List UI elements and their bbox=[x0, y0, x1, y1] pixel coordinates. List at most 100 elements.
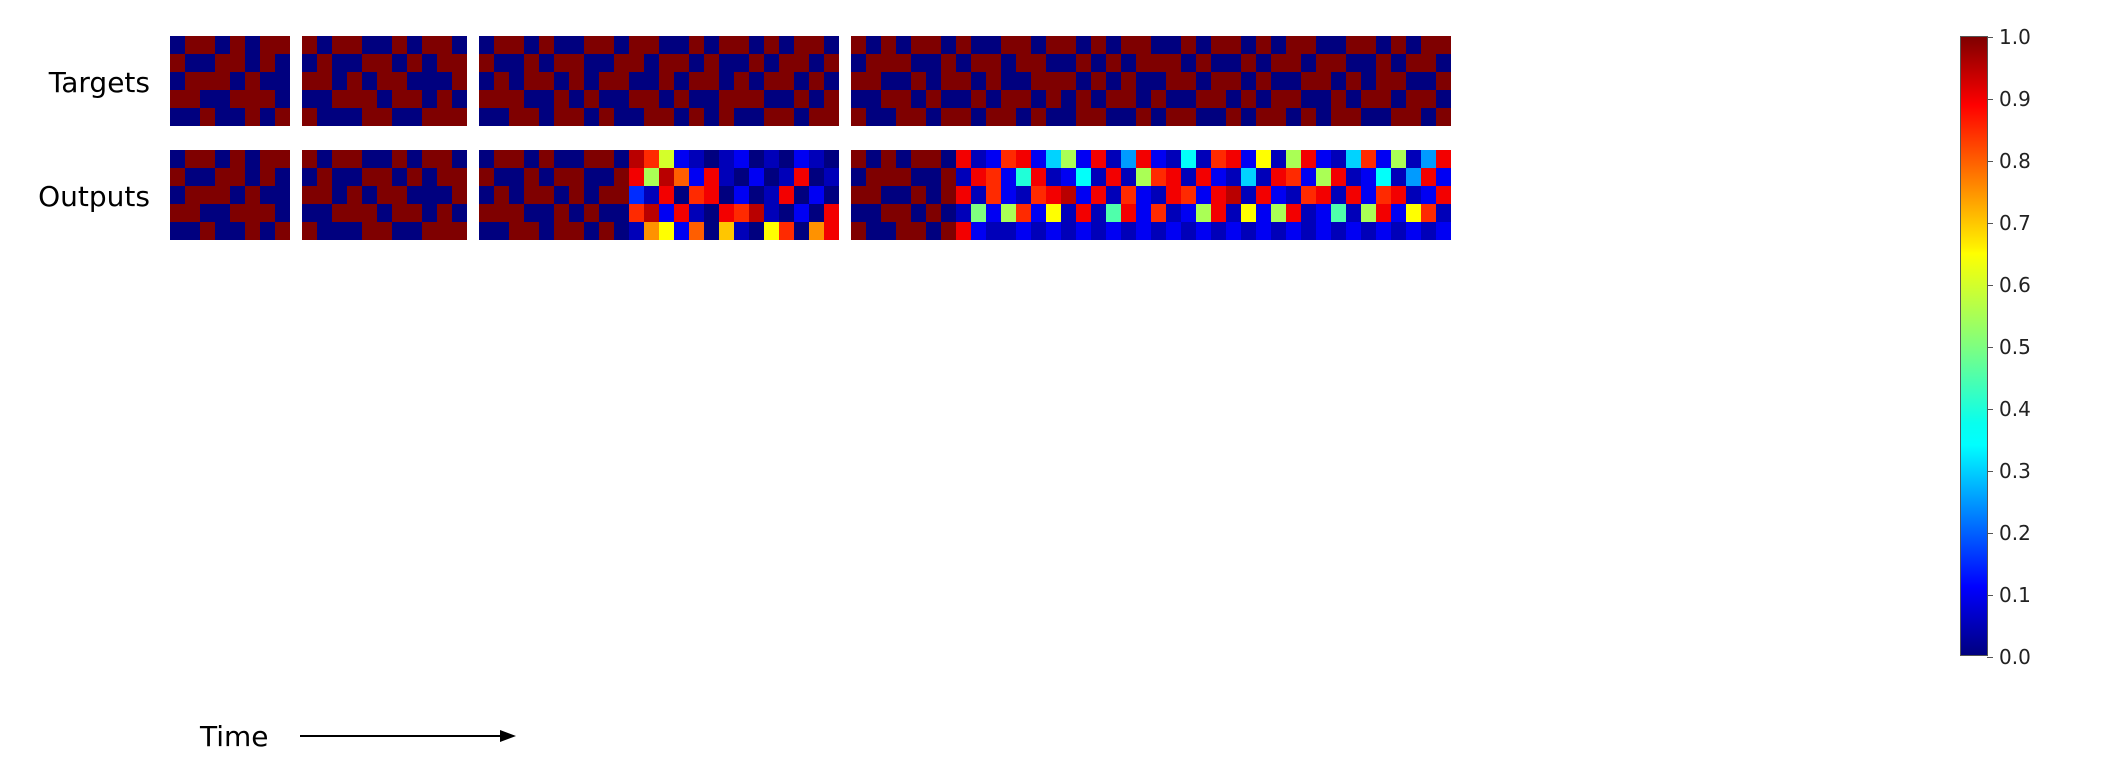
heatmap-cell bbox=[1136, 150, 1151, 168]
heatmap-cell bbox=[422, 186, 437, 204]
heatmap-cell bbox=[1001, 186, 1016, 204]
heatmap-cell bbox=[1046, 54, 1061, 72]
heatmap-cell bbox=[986, 90, 1001, 108]
heatmap-cell bbox=[200, 72, 215, 90]
heatmap-cell bbox=[317, 36, 332, 54]
heatmap-cell bbox=[749, 54, 764, 72]
heatmap-cell bbox=[941, 150, 956, 168]
heatmap-cell bbox=[494, 204, 509, 222]
heatmap-cell bbox=[1001, 204, 1016, 222]
heatmap-cell bbox=[734, 108, 749, 126]
heatmap-cell bbox=[1016, 168, 1031, 186]
heatmap-cell bbox=[437, 168, 452, 186]
heatmap-cell bbox=[275, 186, 290, 204]
heatmap-cell bbox=[971, 204, 986, 222]
heatmap-cell bbox=[809, 150, 824, 168]
heatmap-cell bbox=[275, 54, 290, 72]
heatmap-cell bbox=[749, 36, 764, 54]
heatmap-cell bbox=[1241, 168, 1256, 186]
heatmap-panel bbox=[170, 36, 290, 126]
heatmap-cell bbox=[926, 36, 941, 54]
heatmap-cell bbox=[779, 54, 794, 72]
colorbar-tick-label: 1.0 bbox=[1999, 25, 2031, 49]
heatmap-cell bbox=[1226, 108, 1241, 126]
heatmap-cell bbox=[986, 204, 1001, 222]
heatmap-cell bbox=[245, 168, 260, 186]
heatmap-cell bbox=[392, 90, 407, 108]
heatmap-cell bbox=[1346, 36, 1361, 54]
heatmap-cell bbox=[986, 36, 1001, 54]
heatmap-cell bbox=[1031, 36, 1046, 54]
heatmap-cell bbox=[1271, 150, 1286, 168]
heatmap-cell bbox=[302, 72, 317, 90]
heatmap-cell bbox=[479, 168, 494, 186]
heatmap-cell bbox=[659, 186, 674, 204]
heatmap-cell bbox=[704, 36, 719, 54]
colorbar-tick-label: 0.5 bbox=[1999, 335, 2031, 359]
heatmap-cell bbox=[1316, 222, 1331, 240]
heatmap-cell bbox=[347, 108, 362, 126]
heatmap-cell bbox=[1391, 204, 1406, 222]
heatmap-cell bbox=[392, 108, 407, 126]
heatmap-cell bbox=[1061, 36, 1076, 54]
heatmap-cell bbox=[362, 168, 377, 186]
heatmap-cell bbox=[614, 36, 629, 54]
heatmap-cell bbox=[1256, 108, 1271, 126]
heatmap-cell bbox=[1046, 204, 1061, 222]
heatmap-cell bbox=[704, 90, 719, 108]
heatmap-cell bbox=[260, 204, 275, 222]
heatmap-cell bbox=[347, 150, 362, 168]
heatmap-cell bbox=[377, 72, 392, 90]
heatmap-cell bbox=[1196, 36, 1211, 54]
heatmap-cell bbox=[824, 90, 839, 108]
heatmap-cell bbox=[704, 150, 719, 168]
heatmap-cell bbox=[422, 108, 437, 126]
heatmap-cell bbox=[584, 90, 599, 108]
heatmap-cell bbox=[524, 168, 539, 186]
heatmap-cell bbox=[956, 186, 971, 204]
heatmap-cell bbox=[1256, 222, 1271, 240]
heatmap-cell bbox=[317, 90, 332, 108]
heatmap-cell bbox=[956, 54, 971, 72]
heatmap-cell bbox=[956, 204, 971, 222]
heatmap-cell bbox=[200, 90, 215, 108]
heatmap-cell bbox=[245, 90, 260, 108]
colorbar-tick-label: 0.9 bbox=[1999, 87, 2031, 111]
heatmap-cell bbox=[896, 36, 911, 54]
heatmap-cell bbox=[941, 36, 956, 54]
heatmap-cell bbox=[1151, 222, 1166, 240]
heatmap-cell bbox=[1076, 36, 1091, 54]
heatmap-cell bbox=[1241, 54, 1256, 72]
heatmap-cell bbox=[437, 150, 452, 168]
heatmap-cell bbox=[1376, 72, 1391, 90]
heatmap-cell bbox=[554, 204, 569, 222]
heatmap-cell bbox=[1151, 72, 1166, 90]
heatmap-cell bbox=[1061, 222, 1076, 240]
heatmap-cell bbox=[494, 222, 509, 240]
heatmap-cell bbox=[1001, 72, 1016, 90]
colorbar-tick: 1.0 bbox=[1987, 27, 2031, 47]
heatmap-cell bbox=[1271, 108, 1286, 126]
heatmap-cell bbox=[317, 54, 332, 72]
heatmap-cell bbox=[407, 222, 422, 240]
heatmap-cell bbox=[644, 90, 659, 108]
heatmap-cell bbox=[689, 222, 704, 240]
heatmap-cell bbox=[809, 108, 824, 126]
heatmap-cell bbox=[881, 90, 896, 108]
heatmap-cell bbox=[584, 36, 599, 54]
heatmap-cell bbox=[719, 168, 734, 186]
heatmap-cell bbox=[230, 168, 245, 186]
heatmap-cell bbox=[377, 222, 392, 240]
heatmap-cell bbox=[1391, 108, 1406, 126]
heatmap-cell bbox=[422, 54, 437, 72]
heatmap-cell bbox=[1211, 108, 1226, 126]
heatmap-cell bbox=[509, 168, 524, 186]
heatmap-cell bbox=[584, 222, 599, 240]
heatmap-cell bbox=[866, 90, 881, 108]
heatmap-cell bbox=[1226, 90, 1241, 108]
heatmap-cell bbox=[1256, 168, 1271, 186]
heatmap-cell bbox=[749, 168, 764, 186]
heatmap-cell bbox=[539, 36, 554, 54]
heatmap-cell bbox=[674, 150, 689, 168]
heatmap-cell bbox=[317, 186, 332, 204]
